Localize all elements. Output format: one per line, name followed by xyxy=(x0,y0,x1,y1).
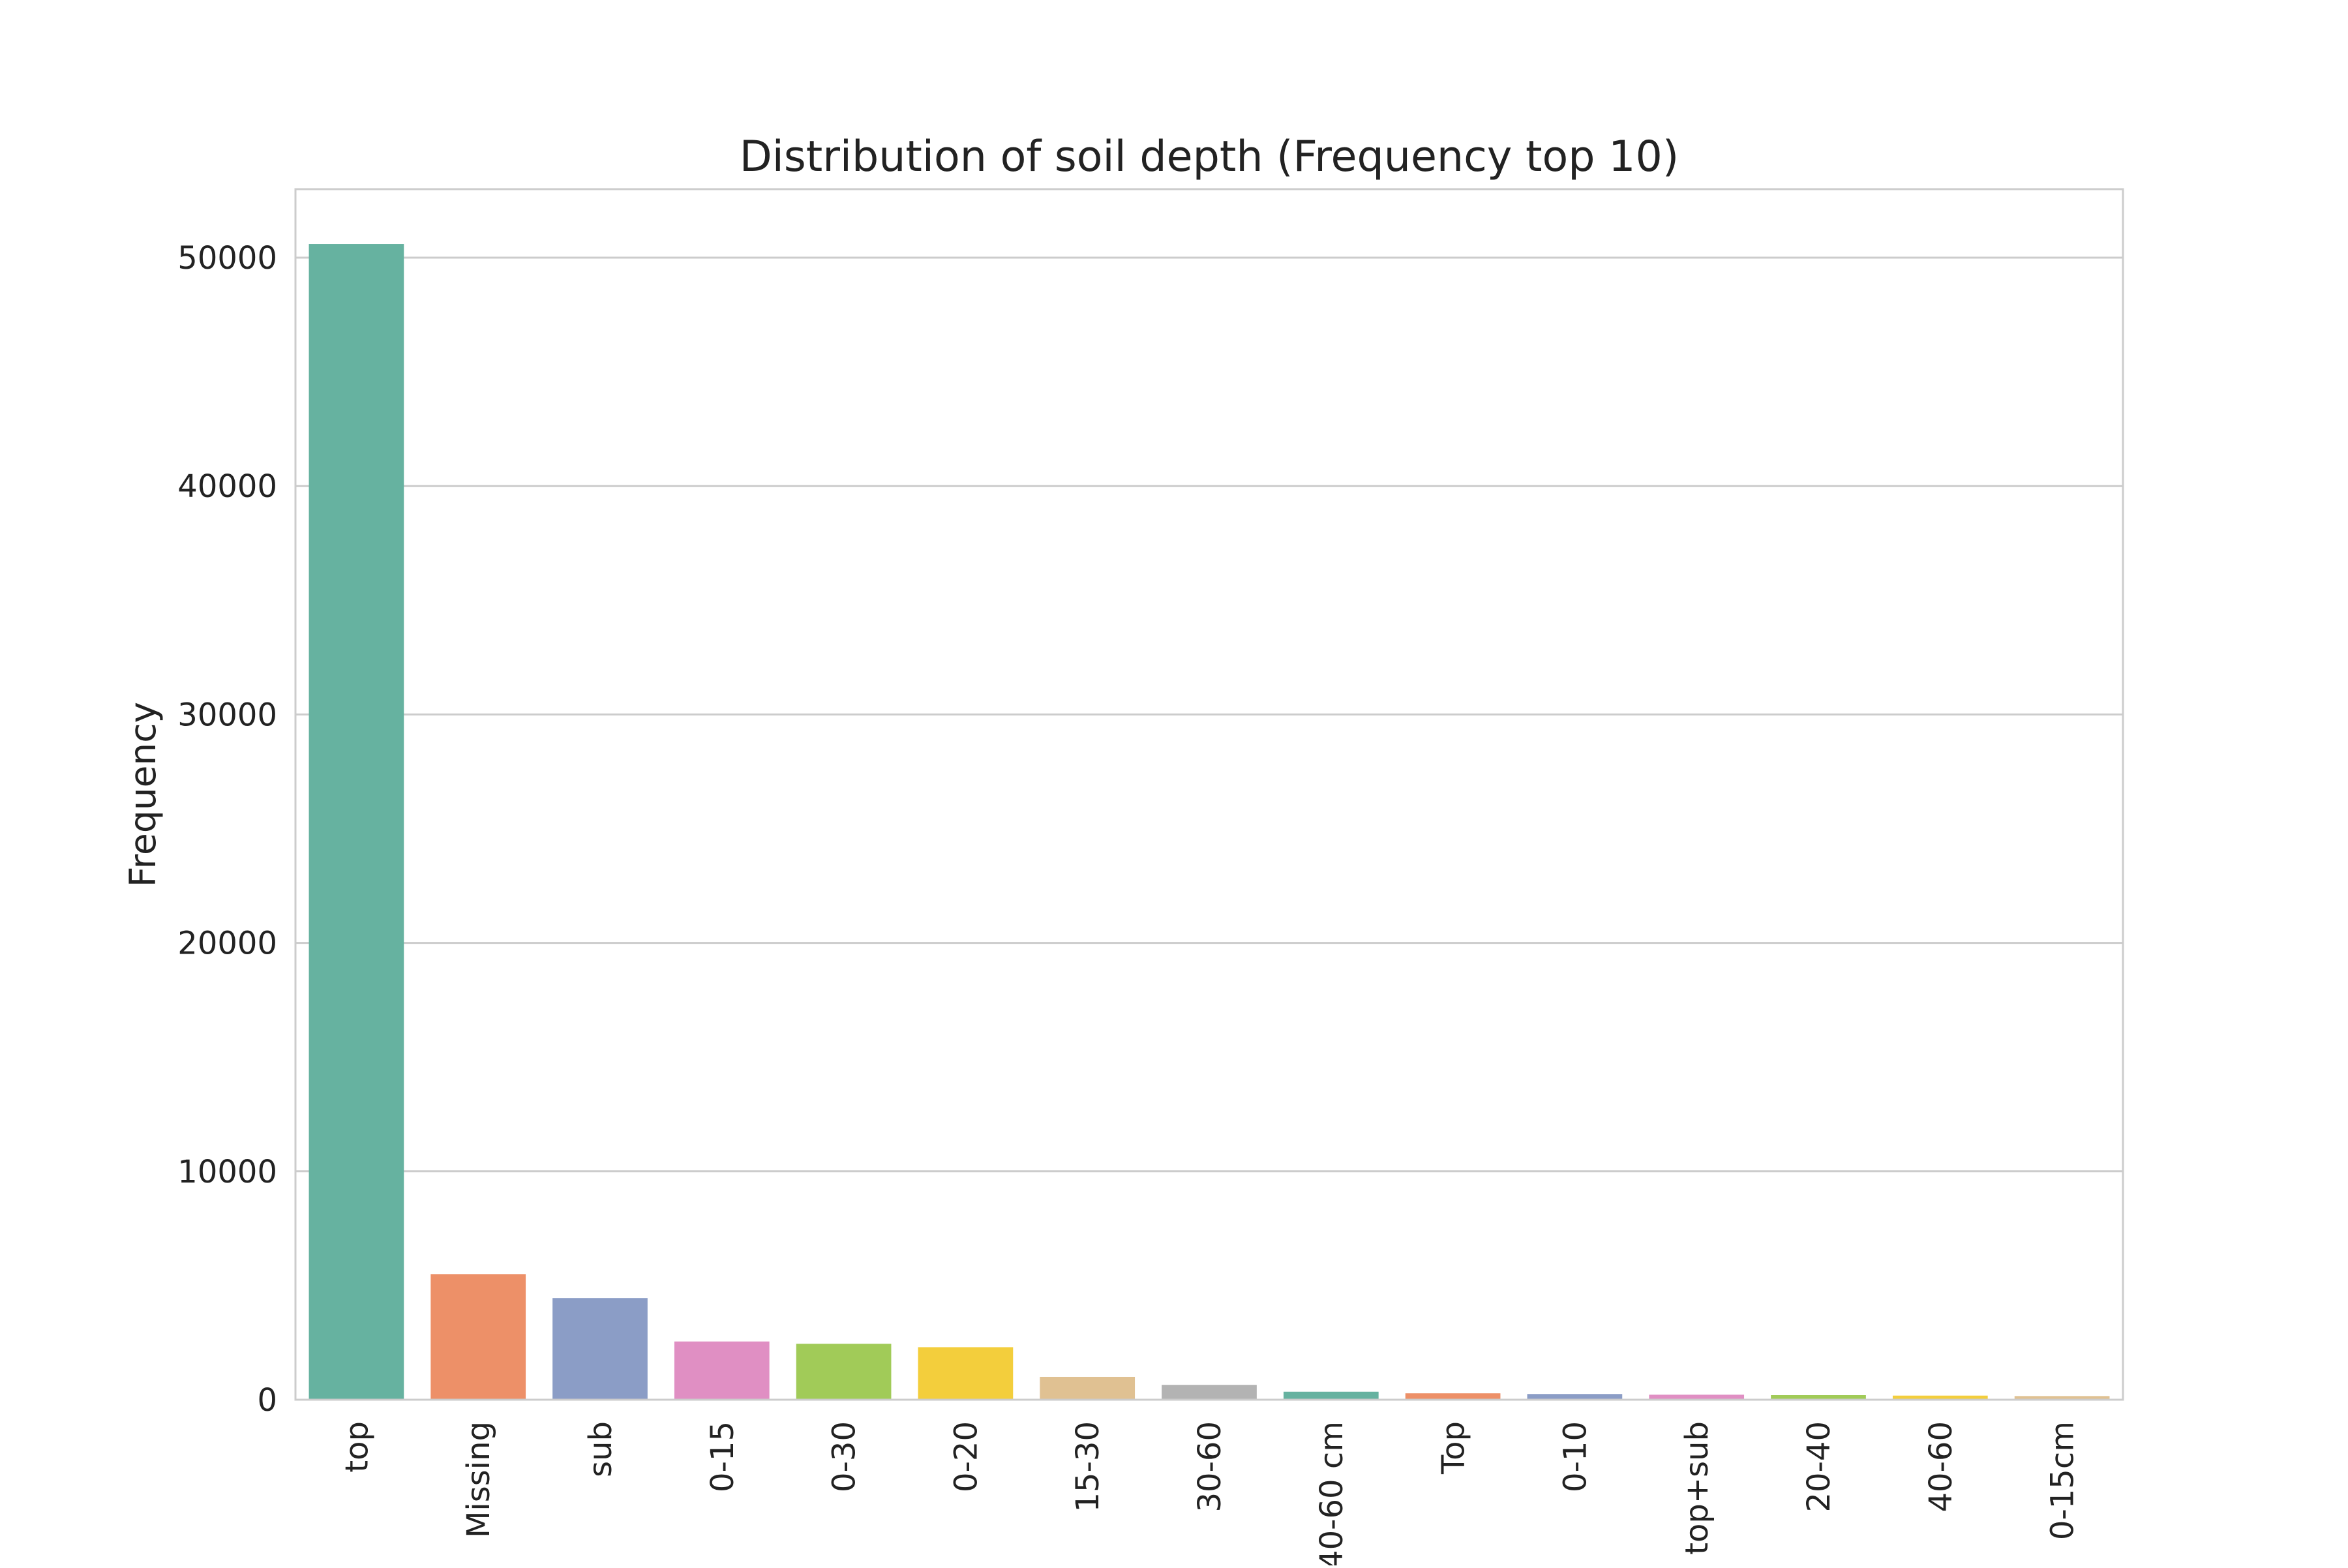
x-tick-label: top xyxy=(339,1421,375,1473)
x-tick-label: 30-60 xyxy=(1192,1421,1228,1512)
bar-0-15 xyxy=(674,1341,770,1400)
bar-0-20 xyxy=(918,1347,1014,1400)
y-tick-label: 10000 xyxy=(177,1154,277,1190)
x-tick-label: 0-15cm xyxy=(2045,1421,2081,1540)
x-tick-label: 15-30 xyxy=(1070,1421,1106,1512)
bar-0-15cm xyxy=(2014,1396,2110,1400)
bar-sub xyxy=(552,1298,648,1400)
bar-40-60-cm xyxy=(1283,1391,1379,1400)
x-tick-labels: top Missing sub 0-15 0-30 0-20 15-30 30-60 40-60… xyxy=(339,1421,2081,1568)
bar-top-sub xyxy=(1649,1395,1745,1400)
x-tick-label: 0-20 xyxy=(948,1421,984,1492)
x-tick-label: 0-30 xyxy=(826,1421,863,1492)
bar-0-30 xyxy=(796,1344,892,1400)
chart-title: Distribution of soil depth (Frequency to… xyxy=(740,132,1679,181)
y-tick-label: 50000 xyxy=(177,240,277,277)
bar-20-40 xyxy=(1771,1395,1866,1400)
y-tick-label: 0 xyxy=(257,1382,277,1419)
x-tick-label: top+sub xyxy=(1679,1421,1715,1555)
x-tick-label: Top xyxy=(1436,1421,1472,1475)
x-tick-label: 0-10 xyxy=(1557,1421,1593,1492)
x-tick-label: Missing xyxy=(460,1421,497,1538)
bar-0-10 xyxy=(1527,1394,1623,1400)
bar-top xyxy=(309,244,404,1400)
bar-top xyxy=(1405,1393,1501,1400)
bar-15-30 xyxy=(1040,1376,1136,1400)
y-axis-label: Frequency xyxy=(122,702,164,887)
y-tick-label: 20000 xyxy=(177,926,277,962)
x-tick-label: 40-60 xyxy=(1923,1421,1959,1512)
bar-40-60 xyxy=(1892,1395,1988,1400)
bar-missing xyxy=(430,1274,526,1400)
y-tick-labels: 0 10000 20000 30000 40000 50000 xyxy=(177,240,277,1419)
y-tick-label: 40000 xyxy=(177,468,277,505)
x-tick-label: 20-40 xyxy=(1801,1421,1837,1512)
bar-30-60 xyxy=(1162,1385,1257,1400)
x-tick-label: sub xyxy=(582,1421,619,1477)
x-tick-label: 0-15 xyxy=(704,1421,741,1492)
plot-frame xyxy=(294,188,2124,1401)
bars xyxy=(309,244,2110,1400)
grid-lines xyxy=(295,256,2123,1173)
y-tick-label: 30000 xyxy=(177,697,277,733)
x-tick-label: 40-60 cm xyxy=(1314,1421,1350,1565)
